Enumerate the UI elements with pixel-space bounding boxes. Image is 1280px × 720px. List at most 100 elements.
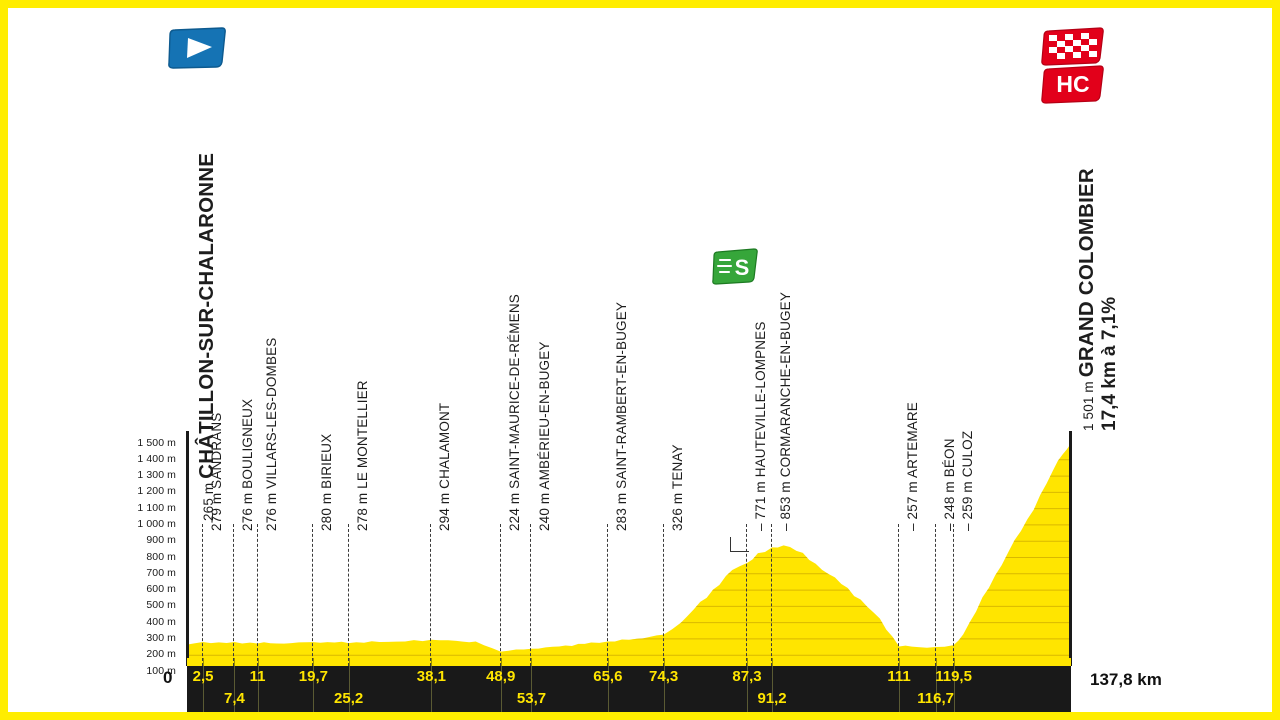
distance-bar: 2,5 7,4 11 19,7 25,2 38,1 48,9 53,7 65,6 74,3 87,3… [187, 666, 1071, 712]
base-strip-tick [531, 658, 533, 667]
distance-label: 119,5 [935, 668, 972, 685]
base-strip-tick [935, 658, 937, 667]
locality-gridline [934, 523, 936, 666]
profile-base-strip [187, 658, 1071, 667]
distance-label: 91,2 [757, 690, 787, 707]
y-axis-tick: 1 500 m [137, 436, 176, 449]
locality-label: – 259 m CULOZ [959, 430, 975, 531]
base-strip-tick [607, 658, 609, 667]
y-axis-tick: 300 m [146, 631, 176, 644]
distance-tick [203, 666, 205, 712]
y-axis-labels: 1 500 m 1 400 m 1 300 m 1 200 m 1 100 m 1 000… [104, 8, 176, 712]
locality-gridline [347, 523, 349, 666]
y-axis-tick: 700 m [146, 566, 176, 579]
distance-label: 11 [249, 668, 266, 685]
y-axis-tick: 100 m [146, 664, 176, 677]
total-distance-label: 137,8 km [1090, 670, 1162, 689]
distance-tick [313, 666, 315, 712]
base-strip-tick [500, 658, 502, 667]
locality-label: 240 m AMBÉRIEU-EN-BUGEY [537, 341, 553, 532]
locality-label: 326 m TENAY [669, 444, 685, 531]
y-axis-tick: 600 m [146, 583, 176, 596]
locality-label: – 853 m CORMARANCHE-EN-BUGEY [778, 292, 794, 531]
sprint-bracket [730, 537, 749, 552]
locality-label: 1 501 m GRAND COLOMBIER [1075, 168, 1099, 431]
locality-gridline [256, 523, 258, 666]
locality-label: 283 m SAINT-RAMBERT-EN-BUGEY [613, 302, 629, 531]
locality-gridline [662, 523, 664, 666]
y-axis-tick: 1 000 m [137, 517, 176, 530]
elevation-fill [187, 443, 1071, 666]
locality-label: 276 m VILLARS-LES-DOMBES [263, 337, 279, 531]
base-strip-tick [257, 658, 259, 667]
base-strip-tick [203, 658, 205, 667]
locality-gridline [312, 523, 314, 666]
distance-label: 65,6 [593, 668, 623, 685]
distance-tick [953, 666, 955, 712]
distance-label: 19,7 [298, 668, 328, 685]
locality-gridline [606, 523, 608, 666]
distance-label: 48,9 [486, 668, 516, 685]
base-strip-tick [747, 658, 749, 667]
locality-gridline [746, 523, 748, 666]
distance-tick [935, 666, 937, 712]
y-axis-tick: 200 m [146, 648, 176, 661]
y-axis-tick: 500 m [146, 599, 176, 612]
y-axis-tick: 1 200 m [137, 485, 176, 498]
locality-label: 278 m LE MONTELLIER [354, 380, 370, 531]
hc-badge-text: HC [1056, 71, 1089, 97]
base-strip-tick [431, 658, 433, 667]
distance-label: 25,2 [334, 690, 364, 707]
base-strip-tick [348, 658, 350, 667]
locality-label: 280 m BIRIEUX [319, 433, 335, 531]
distance-tick [531, 666, 533, 712]
distance-tick [899, 666, 901, 712]
distance-tick [257, 666, 259, 712]
distance-label: 7,4 [224, 690, 245, 707]
start-km-label: 0 [163, 668, 173, 687]
base-strip-tick [313, 658, 315, 667]
y-axis-tick: 1 100 m [137, 501, 176, 514]
distance-tick [772, 666, 774, 712]
green-sprint-icon: S [711, 248, 759, 286]
locality-label: – 257 m ARTEMARE [905, 402, 921, 531]
y-axis-tick: 1 300 m [137, 469, 176, 482]
locality-gridline [202, 523, 204, 666]
distance-tick [663, 666, 665, 712]
finish-axis-line [1069, 431, 1072, 666]
locality-gridline [430, 523, 432, 666]
distance-label: 116,7 [917, 690, 954, 707]
locality-gridline [952, 523, 954, 666]
locality-label: 294 m CHALAMONT [437, 402, 453, 531]
locality-altitude: 1 501 m [1081, 381, 1096, 431]
base-strip-tick [772, 658, 774, 667]
finish-climb-detail: 17,4 km à 7,1% [1099, 296, 1120, 431]
checkered-flag-hc-icon: HC [1040, 26, 1106, 106]
base-strip-tick [663, 658, 665, 667]
locality-gridline [898, 523, 900, 666]
locality-gridline [233, 523, 235, 666]
distance-tick [431, 666, 433, 712]
y-axis-tick: 1 400 m [137, 452, 176, 465]
distance-tick [607, 666, 609, 712]
elevation-profile-plot [187, 427, 1071, 666]
locality-label: – 248 m BÉON [941, 438, 957, 531]
distance-tick [500, 666, 502, 712]
distance-tick [348, 666, 350, 712]
y-axis-tick: 800 m [146, 550, 176, 563]
stage-profile-canvas: 1 500 m 1 400 m 1 300 m 1 200 m 1 100 m 1 000… [8, 8, 1272, 712]
y-axis-tick: 400 m [146, 615, 176, 628]
distance-label: 2,5 [192, 668, 214, 685]
distance-tick [234, 666, 236, 712]
locality-gridline [771, 523, 773, 666]
locality-label: 224 m SAINT-MAURICE-DE-RÉMENS [506, 294, 522, 531]
distance-label: 87,3 [732, 668, 762, 685]
sprint-badge-letter: S [735, 255, 750, 280]
distance-label: 53,7 [516, 690, 547, 707]
locality-name: GRAND COLOMBIER [1075, 168, 1098, 378]
elevation-area-path [187, 443, 1071, 666]
distance-label: 38,1 [416, 668, 447, 685]
locality-label: – 771 m HAUTEVILLE-LOMPNES [753, 321, 769, 531]
y-axis-tick: 900 m [146, 534, 176, 547]
base-strip-tick [234, 658, 236, 667]
